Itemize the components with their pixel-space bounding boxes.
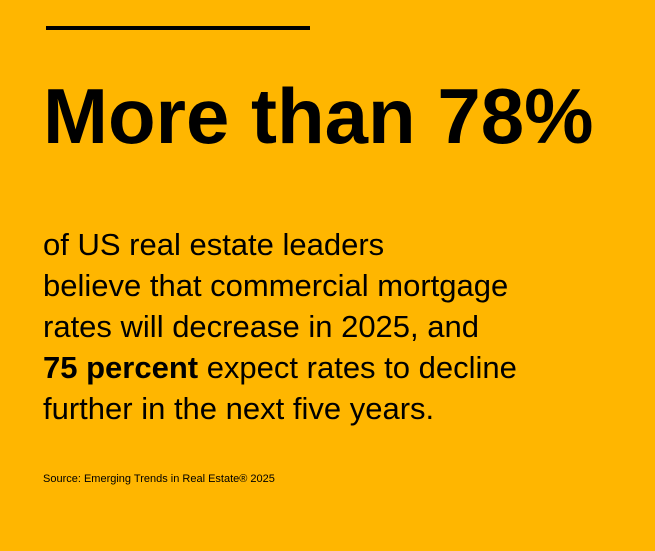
body-line-2: believe that commercial mortgage — [43, 268, 509, 303]
source-citation: Source: Emerging Trends in Real Estate® … — [43, 473, 275, 485]
body-text: of US real estate leaders believe that c… — [43, 224, 633, 429]
headline-stat: More than 78% — [43, 72, 594, 160]
top-divider-line — [46, 26, 310, 30]
body-line-4: 75 percent expect rates to decline — [43, 347, 633, 388]
body-line-3: rates will decrease in 2025, and — [43, 309, 479, 344]
body-emphasis: 75 percent — [43, 350, 199, 385]
body-line-4-rest: expect rates to decline — [198, 350, 517, 385]
body-line-5: further in the next five years. — [43, 391, 435, 426]
body-line-1: of US real estate leaders — [43, 227, 385, 262]
